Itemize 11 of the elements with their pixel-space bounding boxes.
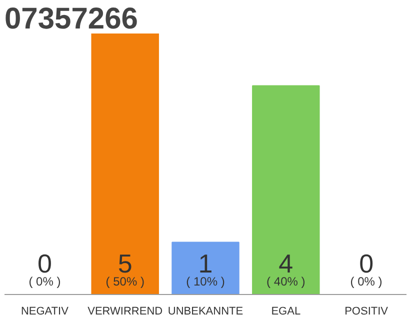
x-tick-label: EGAL (271, 306, 301, 318)
x-tick-label: UNBEKANNTE (168, 306, 244, 318)
x-tick-label: NEGATIV (20, 306, 70, 318)
data-label: 0 ( 0% ) (28, 248, 61, 288)
x-tick-label: POSITIV (344, 306, 389, 318)
data-label: 1 ( 10% ) (186, 248, 225, 288)
data-label: 5 ( 50% ) (106, 248, 144, 288)
chart-title: 07357266 (4, 2, 138, 36)
data-label: 0 ( 0% ) (350, 248, 382, 288)
x-tick-label: VERWIRREND (88, 306, 163, 318)
data-label: 4 ( 40% ) (266, 248, 306, 288)
